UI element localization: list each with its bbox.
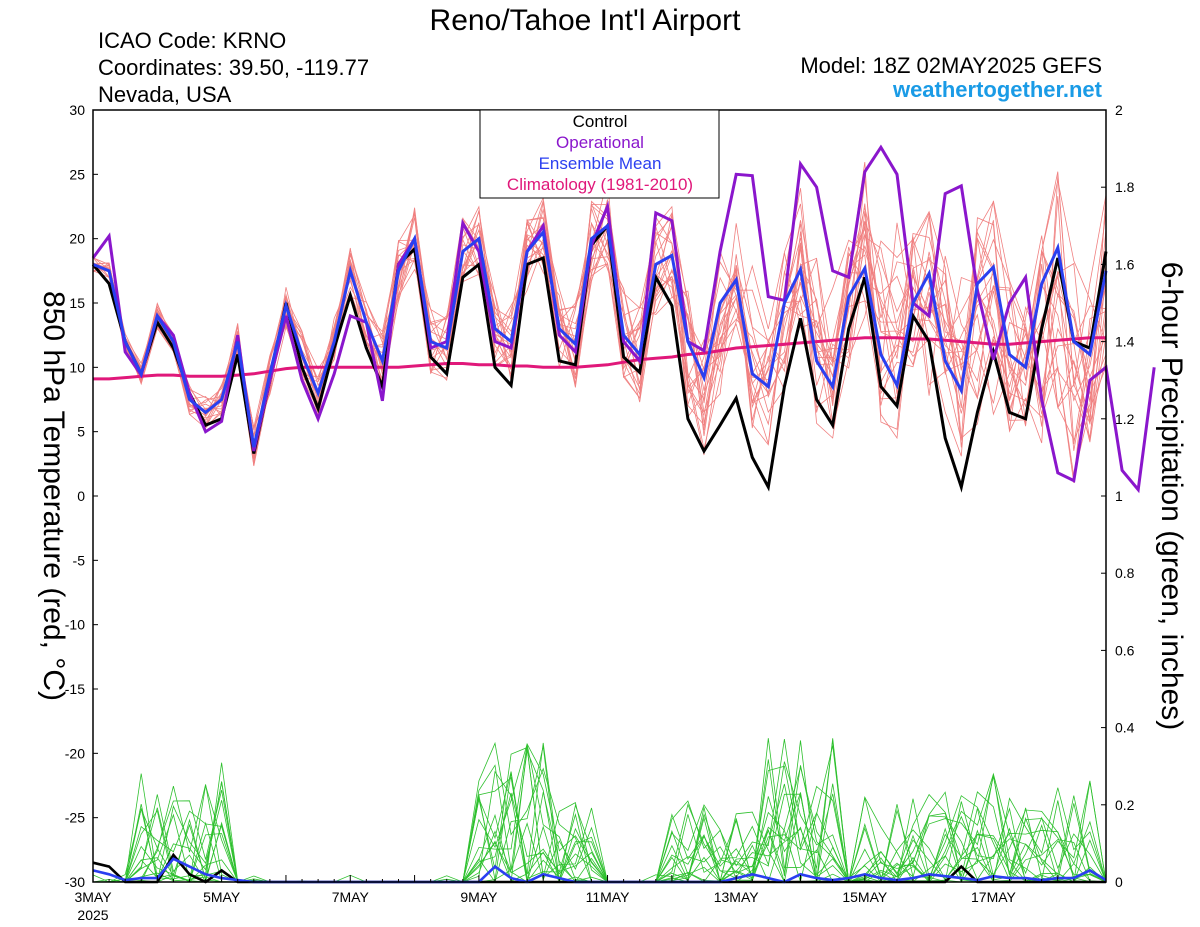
- left-tick-label: -20: [65, 745, 85, 761]
- member-lines: [92, 161, 1107, 483]
- left-tick-label: 30: [69, 102, 85, 118]
- right-tick-label: 0.8: [1115, 565, 1135, 581]
- right-tick-label: 2: [1115, 102, 1123, 118]
- legend-entry: Control: [573, 112, 628, 131]
- left-tick-label: 25: [69, 166, 85, 182]
- right-tick-label: 0.4: [1115, 720, 1135, 736]
- right-tick-label: 1.4: [1115, 334, 1135, 350]
- x-axis-ticks: 3MAY 2025 5MAY 7MAY 9MAY 11MAY 13MAY 15MAY 17MAY: [74, 875, 1107, 923]
- x-tick-label: 3MAY: [74, 889, 112, 905]
- right-axis-label: 6-hour Precipitation (green, inches): [1155, 262, 1188, 731]
- right-tick-label: 1.8: [1115, 179, 1135, 195]
- x-tick-label: 11MAY: [586, 889, 630, 905]
- left-tick-label: 10: [69, 359, 85, 375]
- left-tick-label: -10: [65, 617, 85, 633]
- legend-entry: Climatology (1981-2010): [507, 175, 693, 194]
- x-tick-label: 15MAY: [842, 889, 888, 905]
- precip-member-lines: [92, 738, 1107, 884]
- x-tick-sublabel: 2025: [77, 907, 108, 923]
- right-tick-label: 0.6: [1115, 642, 1135, 658]
- left-axis-label: 850 hPa Temperature (red, °C): [37, 291, 70, 701]
- x-tick-label: 5MAY: [203, 889, 241, 905]
- x-tick-label: 9MAY: [460, 889, 498, 905]
- climatology-line: [93, 336, 1106, 381]
- precip-member-line: [93, 765, 1107, 883]
- left-tick-label: -25: [65, 810, 85, 826]
- precip-member-line: [93, 747, 1107, 884]
- right-axis-ticks: 2 1.8 1.6 1.4 1.2 1 0.8 0.6 0.4 0.2 0: [1101, 102, 1135, 890]
- coordinates: Coordinates: 39.50, -119.77: [98, 55, 370, 80]
- member-line: [92, 200, 1107, 456]
- precip-member-line: [92, 773, 1107, 883]
- legend-entry: Ensemble Mean: [539, 154, 662, 173]
- legend-entry: Operational: [556, 133, 644, 152]
- legend-box: [479, 109, 720, 199]
- member-line: [92, 180, 1107, 456]
- right-tick-label: 0.2: [1115, 797, 1135, 813]
- right-tick-label: 1: [1115, 488, 1123, 504]
- left-tick-label: -15: [65, 681, 85, 697]
- member-line: [92, 200, 1107, 466]
- x-tick-label: 7MAY: [332, 889, 370, 905]
- brand-link[interactable]: weathertogether.net: [892, 77, 1102, 102]
- left-tick-label: 0: [77, 488, 85, 504]
- left-tick-label: -30: [65, 874, 85, 890]
- legend: Control Operational Ensemble Mean Climatolo…: [479, 109, 720, 199]
- x-tick-label: 17MAY: [971, 889, 1017, 905]
- member-line: [92, 175, 1107, 457]
- precip-member-line: [93, 764, 1107, 884]
- ensemble-mean-line: [92, 222, 1108, 448]
- left-tick-label: 20: [69, 231, 85, 247]
- region: Nevada, USA: [98, 82, 232, 107]
- right-tick-label: 1.2: [1115, 411, 1135, 427]
- left-tick-label: 15: [69, 295, 85, 311]
- icao-code: ICAO Code: KRNO: [98, 28, 287, 53]
- right-tick-label: 0: [1115, 874, 1123, 890]
- left-axis-ticks: 30 25 20 15 10 5 0 -5 -10 -15 -20 -25 -30: [65, 102, 98, 890]
- left-tick-label: -5: [73, 552, 86, 568]
- x-tick-label: 13MAY: [714, 889, 760, 905]
- model-run: Model: 18Z 02MAY2025 GEFS: [800, 53, 1102, 78]
- right-tick-label: 1.6: [1115, 256, 1135, 272]
- chart-title: Reno/Tahoe Int'l Airport: [429, 4, 741, 37]
- left-tick-label: 5: [77, 424, 85, 440]
